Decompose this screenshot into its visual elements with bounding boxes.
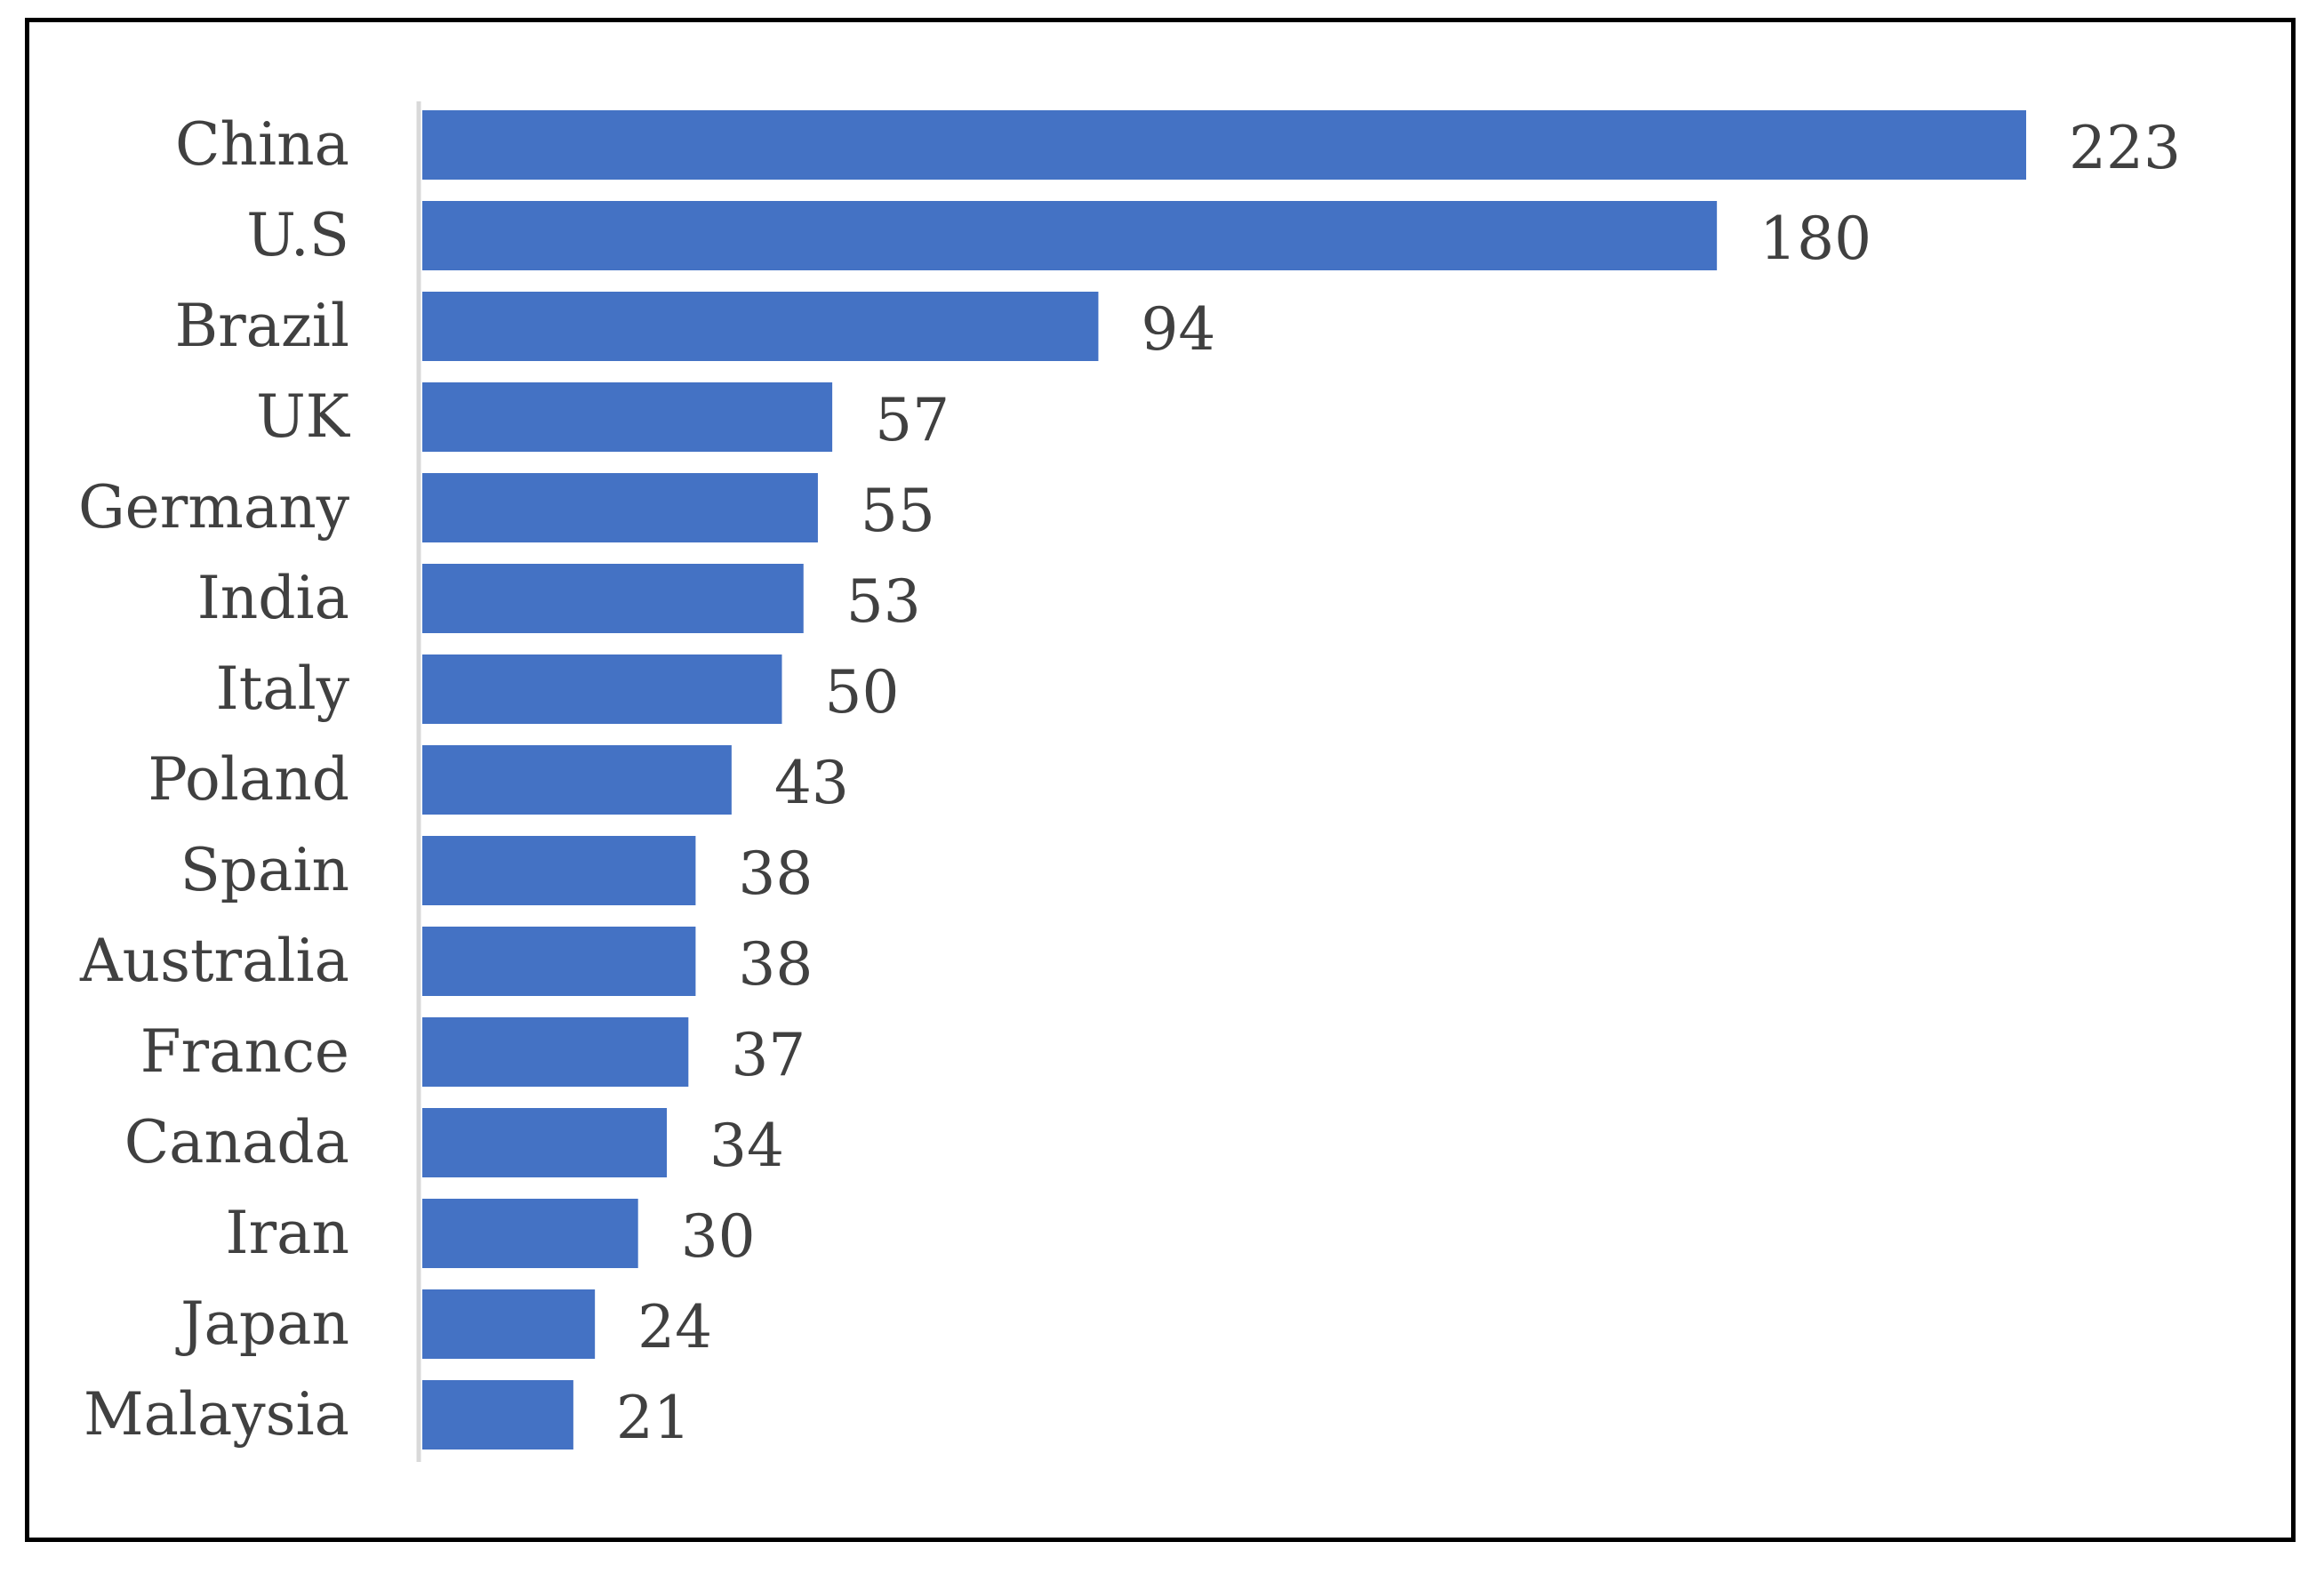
data-label: 180 (1759, 205, 1871, 273)
category-label: U.S (246, 201, 349, 269)
bar-u-s (422, 201, 1718, 270)
bar-poland (422, 745, 732, 815)
category-label: Poland (148, 745, 349, 814)
value-labels-group: 223 180 94 57 55 53 50 43 38 38 37 34 30 24 21 (616, 114, 2181, 1452)
bar-brazil (422, 292, 1099, 361)
data-label: 24 (637, 1293, 712, 1361)
bars-group (422, 110, 2026, 1450)
data-label: 43 (774, 749, 849, 817)
category-label: Italy (216, 654, 350, 723)
category-label: Spain (180, 836, 349, 904)
bar-france (422, 1017, 689, 1087)
data-label: 223 (2069, 114, 2181, 182)
data-label: 55 (861, 477, 935, 545)
bar-canada (422, 1108, 668, 1177)
category-label: Germany (78, 473, 350, 542)
category-label: France (140, 1017, 349, 1086)
category-label: China (175, 110, 349, 179)
data-label: 38 (738, 839, 813, 908)
bar-australia (422, 927, 696, 996)
bar-germany (422, 473, 818, 542)
bar-italy (422, 654, 782, 724)
category-label: Canada (124, 1108, 349, 1176)
category-label: Australia (79, 927, 349, 995)
category-label: Iran (226, 1199, 349, 1267)
data-label: 37 (731, 1021, 805, 1089)
category-label: UK (256, 382, 351, 451)
bar-uk (422, 382, 833, 452)
data-label: 57 (875, 386, 950, 454)
data-label: 50 (824, 658, 899, 727)
bar-china (422, 110, 2026, 180)
data-label: 94 (1141, 295, 1215, 364)
data-label: 34 (709, 1112, 784, 1180)
data-label: 30 (681, 1202, 756, 1271)
bar-japan (422, 1289, 596, 1359)
data-label: 53 (846, 567, 921, 636)
category-label: Malaysia (84, 1380, 349, 1449)
bar-malaysia (422, 1380, 573, 1450)
category-labels-group: China U.S Brazil UK Germany India Italy Poland S… (78, 110, 351, 1449)
bar-iran (422, 1199, 638, 1268)
bar-spain (422, 836, 696, 905)
category-label: Brazil (175, 292, 349, 360)
category-label: India (197, 564, 349, 632)
data-label: 38 (738, 930, 813, 999)
data-label: 21 (616, 1384, 691, 1452)
bar-india (422, 564, 804, 633)
category-label: Japan (175, 1289, 349, 1358)
chart-frame (25, 18, 2296, 1542)
